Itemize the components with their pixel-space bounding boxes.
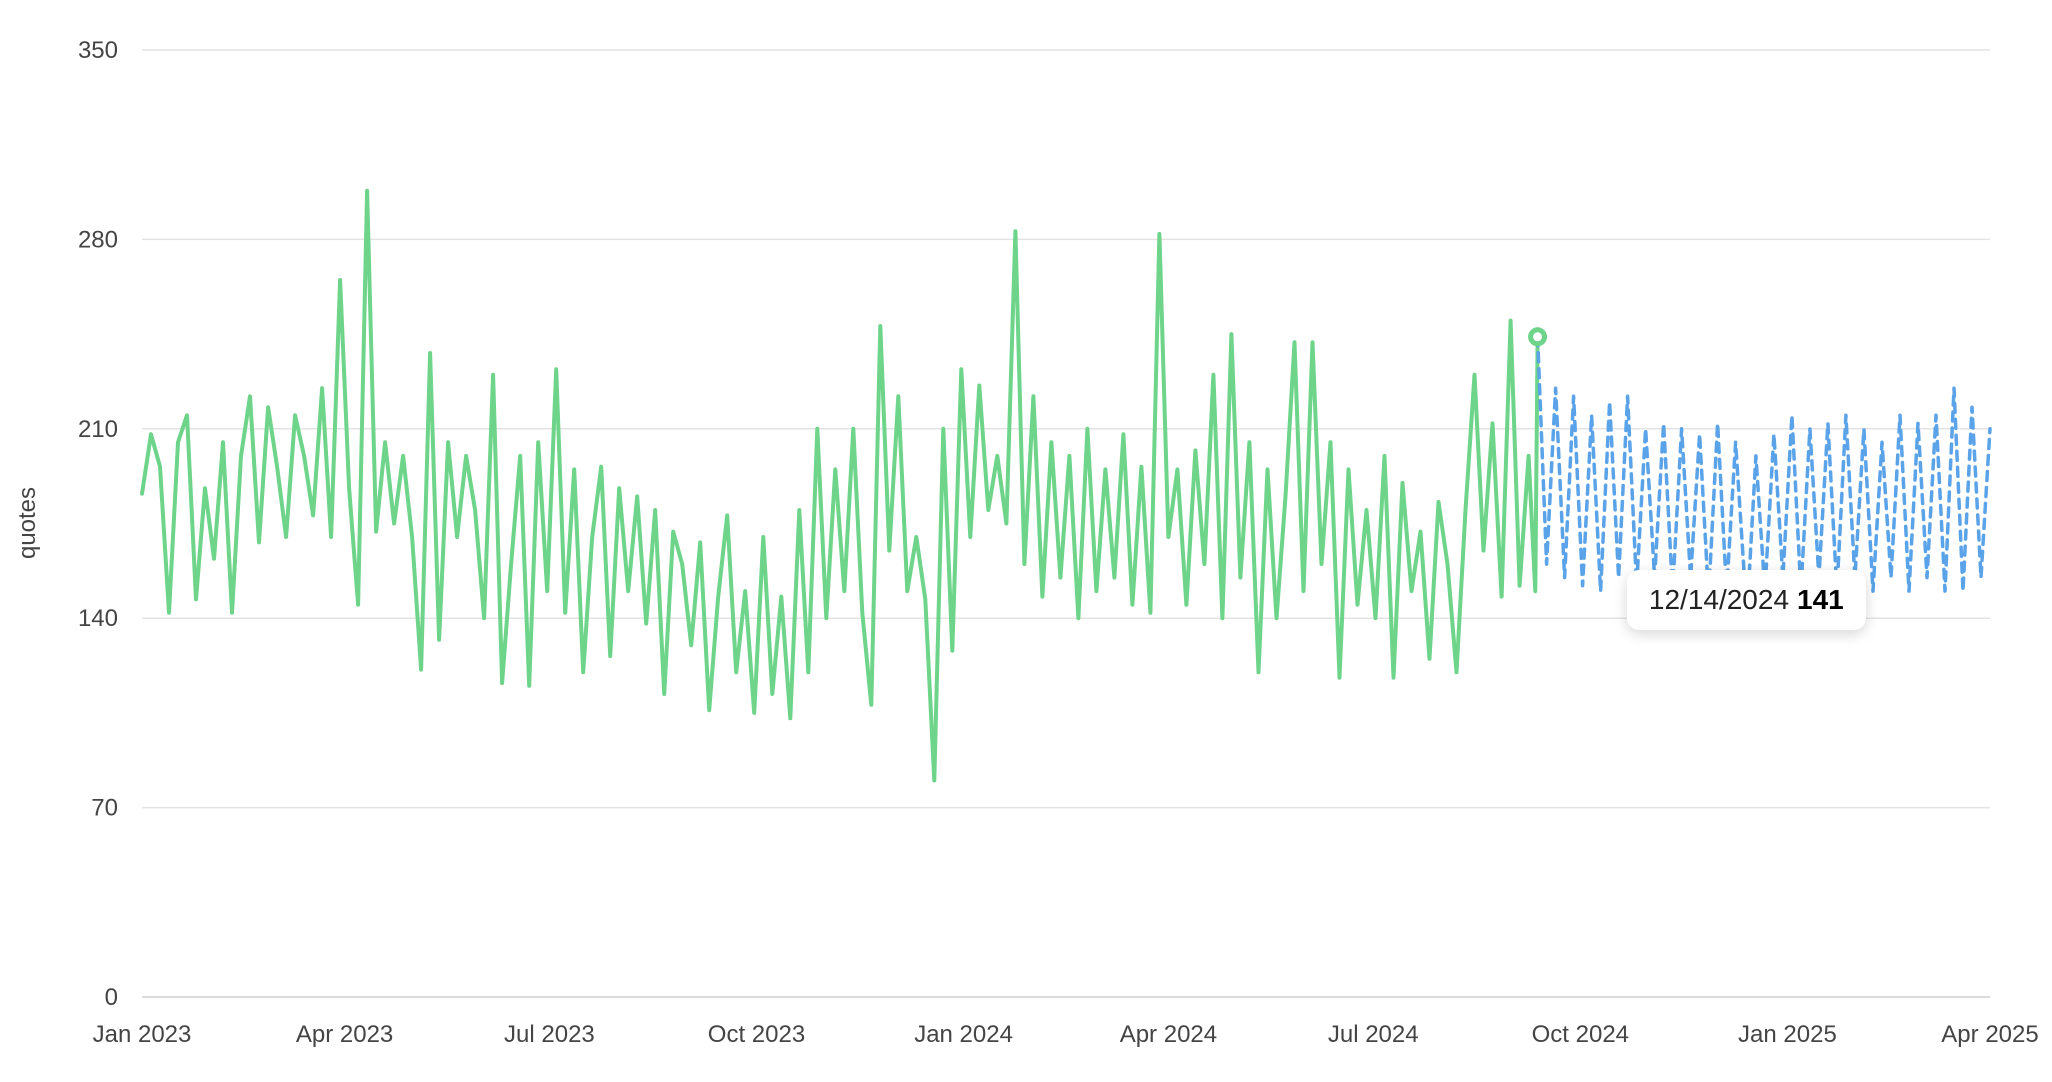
x-tick-label: Oct 2023 xyxy=(708,1021,805,1048)
tooltip: 12/14/2024 141 xyxy=(1626,570,1866,631)
y-axis-title: quotes xyxy=(14,487,41,559)
x-tick-label: Jan 2024 xyxy=(914,1021,1013,1048)
actual-series-line xyxy=(140,188,1540,783)
x-tick-label: Jul 2024 xyxy=(1328,1021,1419,1048)
x-tick-label: Oct 2024 xyxy=(1532,1021,1629,1048)
y-tick-label: 280 xyxy=(78,226,118,253)
series-layer xyxy=(140,188,1992,783)
y-tick-label: 70 xyxy=(91,795,118,822)
x-tick-label: Jan 2025 xyxy=(1738,1021,1837,1048)
marker-layer xyxy=(1528,327,1548,347)
x-tick-label: Jan 2023 xyxy=(93,1021,192,1048)
grid-lines xyxy=(142,49,1990,998)
y-tick-label: 0 xyxy=(105,984,118,1011)
tooltip-value: 141 xyxy=(1797,584,1844,616)
x-tick-label: Jul 2023 xyxy=(504,1021,595,1048)
y-tick-label: 210 xyxy=(78,416,118,443)
tooltip-date: 12/14/2024 xyxy=(1648,584,1790,616)
x-tick-label: Apr 2024 xyxy=(1120,1021,1217,1048)
y-tick-label: 350 xyxy=(78,37,118,64)
x-axis-tick-labels: Jan 2023 Apr 2023 Jul 2023 Oct 2023 Jan 2024… xyxy=(93,1021,2039,1048)
y-axis-tick-labels: 0 70 140 210 280 350 xyxy=(78,37,118,1011)
x-tick-label: Apr 2023 xyxy=(296,1021,393,1048)
x-tick-label: Apr 2025 xyxy=(1941,1021,2038,1048)
y-tick-label: 140 xyxy=(78,605,118,632)
forecast-series-line xyxy=(1535,335,1992,618)
highlight-point-marker xyxy=(1528,327,1548,347)
